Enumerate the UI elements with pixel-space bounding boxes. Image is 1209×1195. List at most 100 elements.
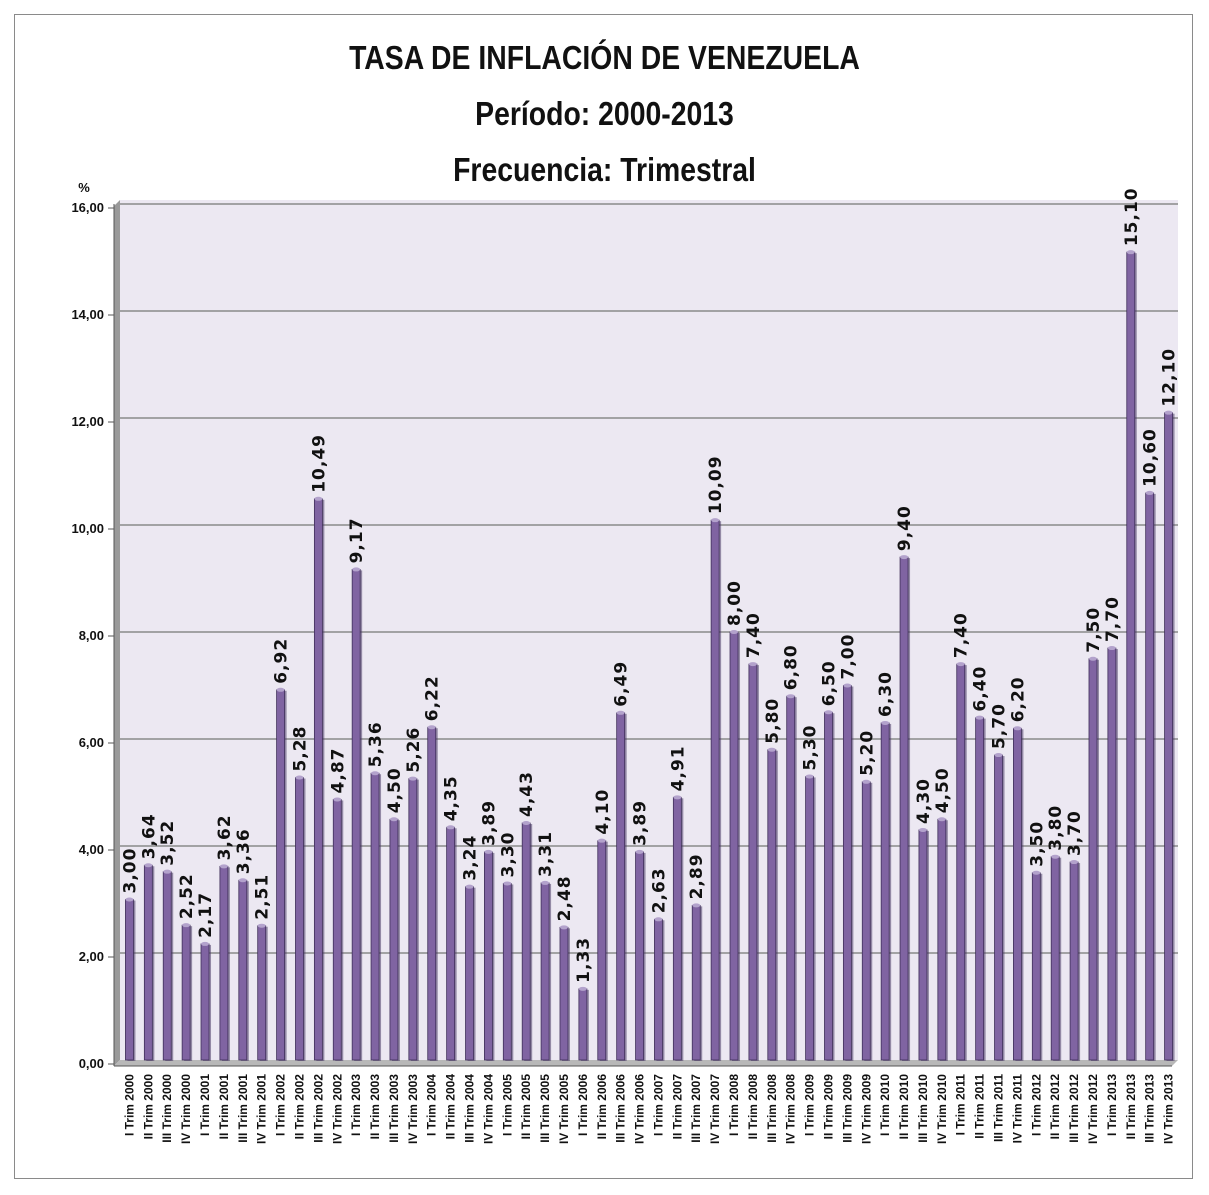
bar xyxy=(162,871,172,1061)
data-label: 6,40 xyxy=(971,666,991,712)
data-label: 6,49 xyxy=(612,661,632,707)
x-tick-label: III Trim 2006 xyxy=(614,1074,628,1143)
bar xyxy=(805,776,814,1061)
bar-cap xyxy=(1032,870,1041,875)
bar xyxy=(899,556,909,1061)
x-tick-label: I Trim 2002 xyxy=(274,1074,288,1136)
bar-cap xyxy=(522,820,531,825)
y-tick-label: 6,00 xyxy=(79,735,104,750)
data-label: 2,48 xyxy=(555,875,575,921)
bar-cap xyxy=(465,884,474,889)
data-label: 3,50 xyxy=(1027,821,1047,867)
data-label: 3,30 xyxy=(498,831,518,877)
bar xyxy=(1031,872,1041,1061)
plot-left-wall xyxy=(114,200,120,1066)
x-tick-label: I Trim 2012 xyxy=(1029,1074,1043,1136)
chart-title: TASA DE INFLACIÓN DE VENEZUELA xyxy=(349,39,860,76)
x-tick-label: II Trim 2007 xyxy=(670,1074,684,1140)
y-tick-label: 12,00 xyxy=(71,414,104,429)
x-tick-label: II Trim 2013 xyxy=(1124,1074,1138,1140)
bar-cap xyxy=(692,903,701,908)
bar xyxy=(975,717,985,1061)
x-tick-label: II Trim 2010 xyxy=(897,1074,911,1140)
x-tick-label: IV Trim 2004 xyxy=(481,1074,495,1144)
bar xyxy=(1013,727,1022,1061)
bar-cap xyxy=(541,880,550,885)
x-tick-label: II Trim 2005 xyxy=(519,1074,533,1140)
bar xyxy=(465,886,474,1061)
x-tick-label: II Trim 2002 xyxy=(292,1074,306,1140)
x-tick-label: III Trim 2004 xyxy=(463,1074,477,1143)
bar xyxy=(181,924,191,1061)
x-tick-label: I Trim 2013 xyxy=(1105,1074,1119,1136)
bar-cap xyxy=(673,795,682,800)
bar xyxy=(1145,492,1155,1061)
data-label: 5,20 xyxy=(857,730,877,776)
data-label: 5,80 xyxy=(763,698,783,744)
data-label: 6,92 xyxy=(272,638,292,684)
data-label: 3,24 xyxy=(461,835,481,881)
x-tick-label: I Trim 2001 xyxy=(198,1074,212,1136)
bar xyxy=(143,864,153,1061)
data-label: 3,80 xyxy=(1046,805,1066,851)
data-label: 4,10 xyxy=(593,789,613,835)
data-label: 12,10 xyxy=(1160,348,1180,407)
y-axis-tick-labels: 0,00 2,00 4,00 6,00 8,00 10,00 12,00 14,00 16,00 xyxy=(71,200,104,1071)
y-tick-label: 0,00 xyxy=(79,1056,104,1071)
bar xyxy=(1107,647,1117,1061)
bar xyxy=(1088,658,1098,1061)
bar xyxy=(635,851,644,1061)
x-tick-label: III Trim 2001 xyxy=(236,1074,250,1143)
bar-cap xyxy=(748,662,757,667)
bar xyxy=(370,772,380,1061)
bar xyxy=(332,799,342,1061)
bar xyxy=(1126,251,1136,1061)
x-tick-label: I Trim 2011 xyxy=(954,1074,968,1136)
y-tick-label: 2,00 xyxy=(79,949,104,964)
x-tick-label: III Trim 2005 xyxy=(538,1074,552,1143)
bar xyxy=(767,749,777,1061)
bar-cap xyxy=(182,923,191,928)
x-tick-label: I Trim 2008 xyxy=(727,1074,741,1136)
x-tick-label: IV Trim 2011 xyxy=(1010,1074,1024,1144)
x-tick-label: IV Trim 2012 xyxy=(1086,1074,1100,1144)
chart-subtitle-frequency: Frecuencia: Trimestral xyxy=(453,151,756,188)
x-tick-label: IV Trim 2002 xyxy=(330,1074,344,1144)
bar xyxy=(691,904,701,1061)
y-axis-unit-label: % xyxy=(78,180,90,195)
data-label: 8,00 xyxy=(725,580,745,626)
bar-cap xyxy=(1164,410,1173,415)
data-label: 7,40 xyxy=(744,612,764,658)
x-tick-label: III Trim 2012 xyxy=(1067,1074,1081,1143)
chart-title-block: TASA DE INFLACIÓN DE VENEZUELA Período: … xyxy=(0,30,1209,198)
bar xyxy=(446,826,456,1061)
data-label: 3,36 xyxy=(234,828,254,874)
data-label: 3,89 xyxy=(631,800,651,846)
data-label: 2,17 xyxy=(196,892,216,938)
x-tick-label: I Trim 2006 xyxy=(576,1074,590,1136)
bar-cap xyxy=(597,838,606,843)
data-label: 6,80 xyxy=(782,644,802,690)
bar-cap xyxy=(276,687,285,692)
bar xyxy=(786,695,796,1061)
bar-cap xyxy=(730,630,739,634)
bar-cap xyxy=(900,555,909,560)
x-axis-tick-labels: I Trim 2000 II Trim 2000 III Trim 2000 IV T… xyxy=(122,1074,1175,1144)
bar xyxy=(559,926,569,1061)
bar xyxy=(672,796,682,1061)
data-label: 4,30 xyxy=(914,778,934,824)
bar-cap xyxy=(257,923,266,928)
x-tick-label: I Trim 2009 xyxy=(803,1074,817,1136)
bar xyxy=(654,918,663,1061)
bar xyxy=(257,925,267,1061)
bar xyxy=(824,711,833,1061)
data-label: 5,36 xyxy=(366,721,386,767)
data-label: 7,50 xyxy=(1084,607,1104,653)
bar-cap xyxy=(994,753,1003,758)
data-label: 4,87 xyxy=(328,748,348,794)
bar xyxy=(295,777,304,1061)
bar xyxy=(219,865,229,1061)
bar-cap xyxy=(314,496,323,501)
x-tick-label: I Trim 2004 xyxy=(425,1074,439,1136)
